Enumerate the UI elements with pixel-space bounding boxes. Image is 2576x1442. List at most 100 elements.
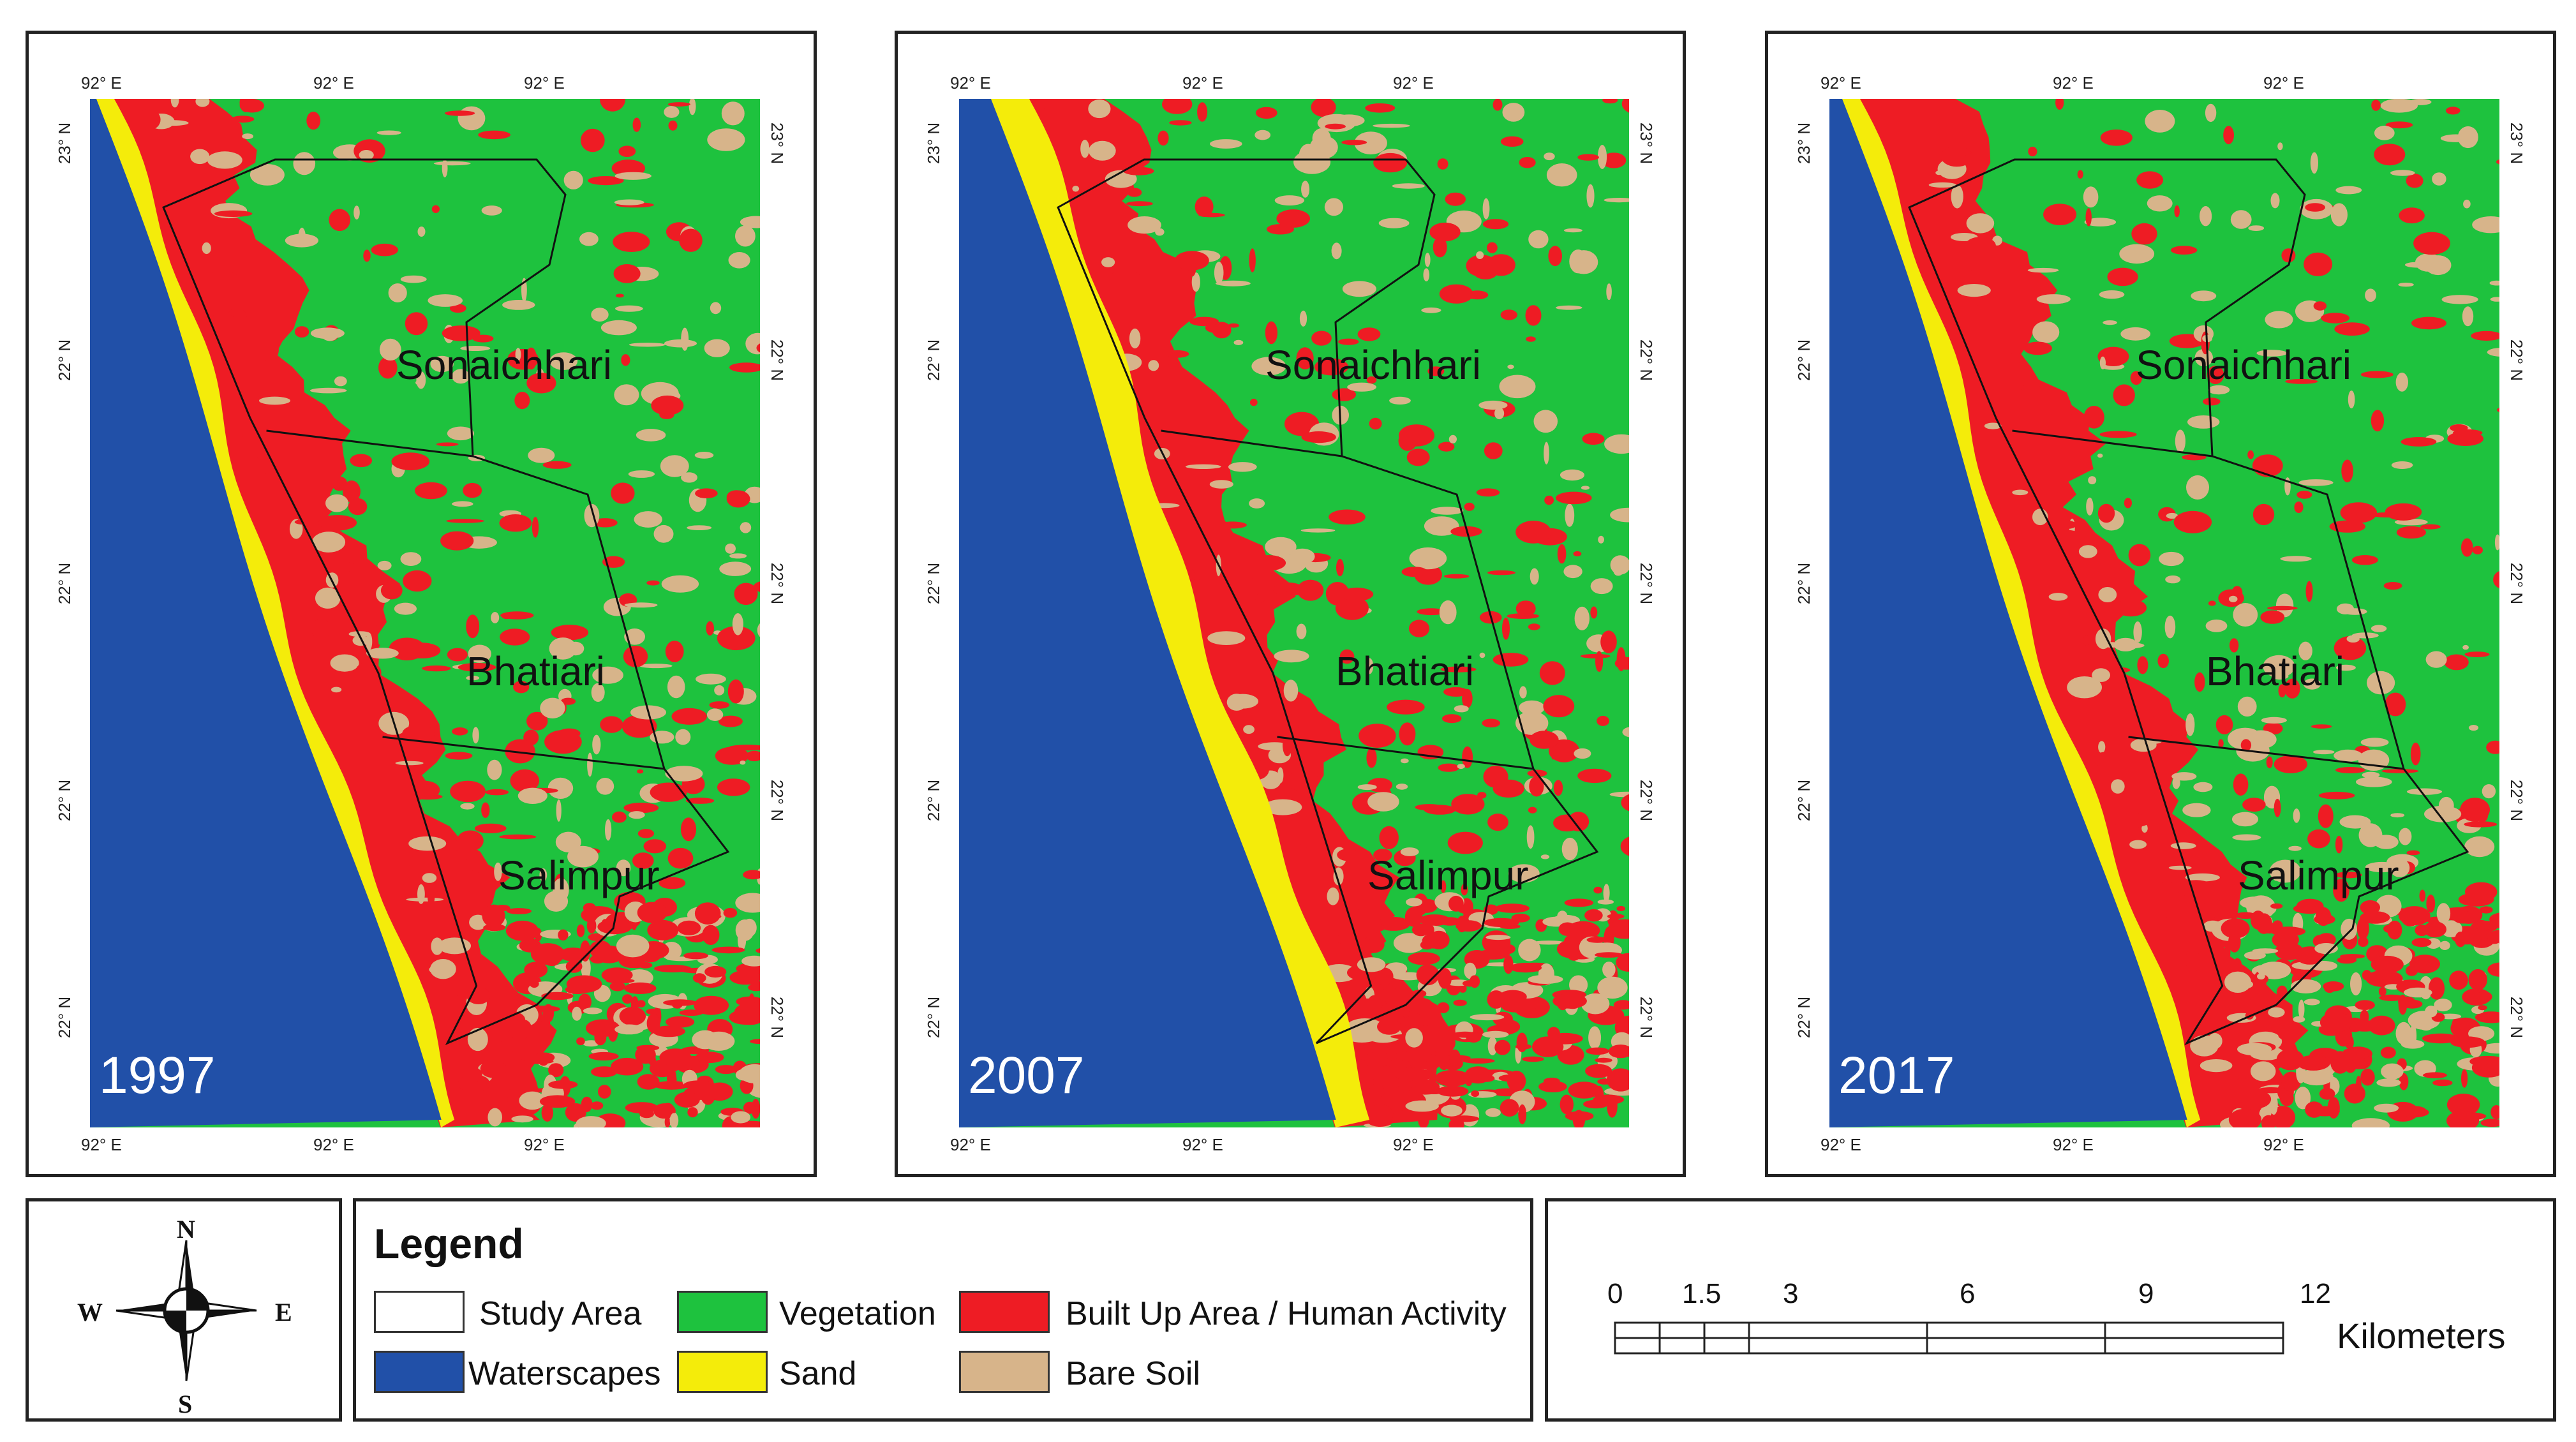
built-up-patch: [613, 264, 641, 283]
bare-soil-patch: [1249, 498, 1265, 509]
south-built-up-patch: [1608, 1044, 1629, 1059]
bare-soil-patch: [366, 632, 373, 651]
built-up-patch: [2217, 995, 2238, 1008]
built-up-patch: [632, 117, 641, 132]
south-built-up-patch: [2221, 918, 2250, 939]
bare-soil-patch: [615, 305, 643, 312]
bare-soil-patch: [1598, 535, 1604, 544]
built-up-patch: [1301, 431, 1336, 443]
bare-soil-patch: [422, 873, 437, 883]
scale-bar: [1614, 1321, 2284, 1355]
bare-soil-patch: [1128, 216, 1161, 234]
built-up-patch: [1556, 491, 1592, 505]
boundary-bhatiari-salimpur: [2128, 736, 2404, 770]
built-up-patch: [2043, 491, 2064, 515]
bare-soil-patch: [629, 811, 645, 819]
south-built-up-patch: [2276, 1048, 2304, 1071]
built-up-patch: [592, 518, 618, 528]
built-up-patch: [2278, 684, 2286, 697]
built-up-patch: [621, 354, 630, 366]
south-built-up-patch: [1558, 922, 1577, 936]
south-built-up-patch: [2404, 987, 2432, 998]
built-up-patch: [1447, 831, 1483, 854]
bare-soil-patch: [704, 339, 730, 357]
built-up-patch: [1602, 99, 1618, 104]
bare-soil-patch: [379, 338, 401, 360]
built-up-patch: [331, 476, 348, 491]
south-built-up-patch: [541, 1104, 553, 1122]
bare-soil-patch: [315, 587, 341, 609]
built-up-patch: [209, 315, 237, 324]
built-up-patch: [2247, 450, 2254, 459]
built-up-patch: [350, 454, 373, 468]
legend-swatch-built-up: [959, 1291, 1050, 1333]
built-up-patch: [1548, 246, 1562, 267]
south-built-up-patch: [679, 1009, 703, 1016]
bare-soil-patch: [587, 752, 593, 777]
south-built-up-patch: [1543, 1078, 1560, 1085]
built-up-patch: [2203, 398, 2221, 406]
bare-soil-patch: [1214, 262, 1224, 284]
bare-soil-patch: [1533, 410, 1558, 433]
built-up-patch: [2465, 882, 2498, 902]
bare-soil-patch: [1606, 283, 1612, 301]
bare-soil-patch: [1324, 198, 1343, 216]
built-up-patch: [565, 1103, 586, 1122]
lat-tick-right: 23° N: [2507, 122, 2527, 165]
south-built-up-patch: [700, 1082, 716, 1105]
bare-soil-patch: [1574, 606, 1590, 630]
built-up-patch: [2083, 636, 2091, 646]
south-built-up-patch: [1434, 1069, 1470, 1087]
bare-soil-patch: [2203, 920, 2222, 932]
bare-soil-patch: [2098, 741, 2106, 754]
built-up-patch: [2170, 246, 2198, 255]
built-up-patch: [2399, 207, 2425, 224]
bare-soil-patch: [665, 766, 703, 782]
built-up-patch: [456, 830, 484, 852]
bare-soil-patch: [2487, 348, 2499, 357]
bare-soil-patch: [2432, 172, 2446, 186]
panel-year-label: 1997: [99, 1046, 216, 1104]
built-up-patch: [1519, 157, 1536, 168]
built-up-patch: [2411, 316, 2446, 330]
south-built-up-patch: [2295, 1087, 2311, 1110]
bare-soil-patch: [706, 708, 724, 721]
south-built-up-patch: [1586, 937, 1609, 943]
built-up-patch: [204, 271, 241, 290]
bare-soil-patch: [1346, 1018, 1383, 1036]
legend-swatch-study-area: [374, 1291, 465, 1333]
built-up-patch: [2294, 502, 2304, 513]
bare-soil-patch: [2193, 782, 2213, 792]
bare-soil-patch: [1609, 791, 1629, 798]
built-up-patch: [499, 514, 532, 532]
south-built-up-patch: [1456, 920, 1482, 932]
south-built-up-patch: [2401, 1039, 2425, 1049]
sea-waterscapes: [959, 99, 1336, 1127]
bare-soil-patch: [634, 511, 662, 528]
bare-soil-patch: [1622, 727, 1629, 738]
south-built-up-patch: [1375, 967, 1394, 985]
built-up-patch: [1314, 358, 1349, 376]
built-up-patch: [1557, 544, 1567, 564]
south-built-up-patch: [2398, 994, 2408, 1015]
bare-soil-patch: [1389, 396, 1411, 405]
built-up-patch: [1440, 880, 1447, 893]
land-cover-map: [1829, 99, 2499, 1127]
built-up-patch: [2274, 755, 2307, 773]
bare-soil-patch: [614, 199, 644, 205]
bare-soil-patch: [1088, 99, 1111, 119]
south-built-up-patch: [1405, 1100, 1439, 1112]
bare-soil-patch: [2084, 218, 2117, 227]
south-built-up-patch: [572, 1006, 582, 1021]
south-built-up-patch: [2411, 938, 2432, 948]
bare-soil-patch: [757, 623, 760, 637]
study-area-boundary: [1057, 158, 1599, 1044]
bare-soil-patch: [2298, 999, 2305, 1019]
built-up-patch: [1406, 449, 1430, 466]
bare-soil-patch: [721, 101, 745, 126]
bare-soil-patch: [1392, 183, 1425, 189]
south-built-up-patch: [2360, 1068, 2375, 1086]
south-built-up-patch: [2471, 1057, 2499, 1078]
south-built-up-patch: [576, 1037, 585, 1046]
lat-tick-right: 22° N: [768, 562, 787, 605]
